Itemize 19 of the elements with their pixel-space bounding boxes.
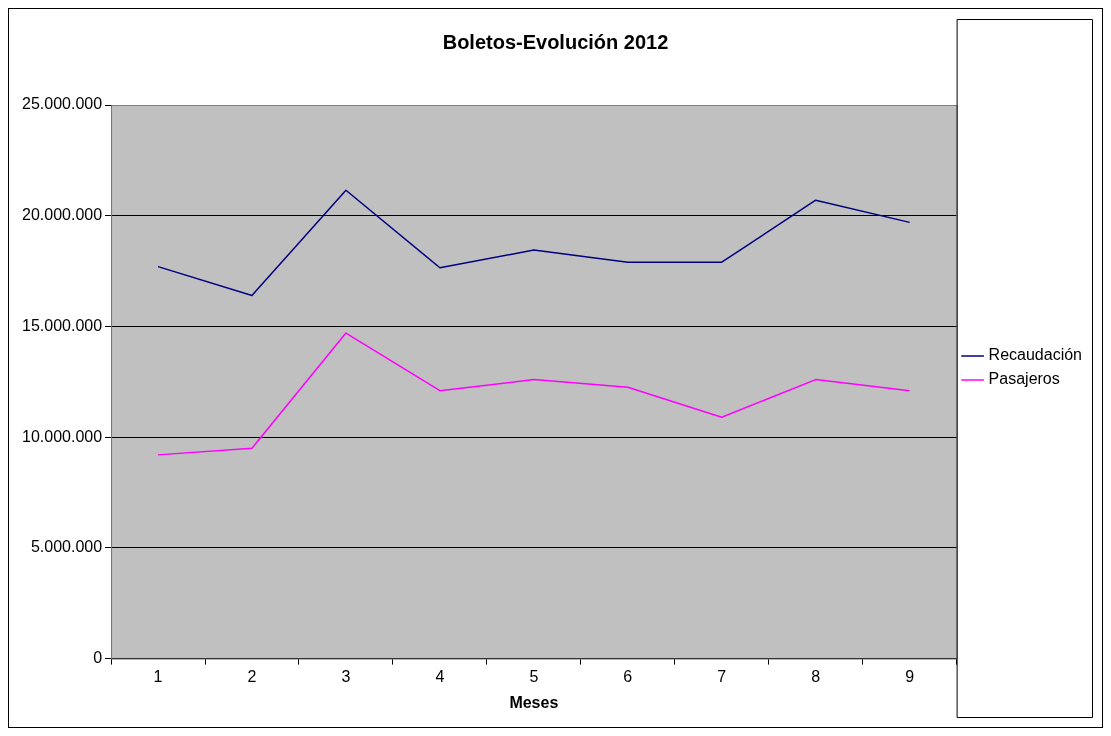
y-tick-label: 15.000.000 [22,316,103,334]
x-tick-label: 7 [717,667,727,685]
legend-label: Pasajeros [988,370,1060,388]
x-axis-title: Meses [509,693,559,711]
x-tick-label: 4 [435,667,445,685]
x-tick-label: 5 [529,667,539,685]
x-tick-label: 8 [811,667,821,685]
x-tick-label: 9 [905,667,915,685]
y-tick-label: 0 [93,649,103,667]
y-tick-label: 25.000.000 [22,95,103,113]
y-tick-label: 5.000.000 [30,538,103,556]
legend-label: Recaudación [988,346,1083,364]
y-tick-label: 10.000.000 [22,427,103,445]
x-tick-label: 1 [153,667,163,685]
chart-title: Boletos-Evolución 2012 [442,30,669,53]
x-tick-label: 2 [247,667,257,685]
y-tick-label: 20.000.000 [22,206,103,224]
x-tick-label: 3 [341,667,351,685]
x-tick-label: 6 [623,667,633,685]
